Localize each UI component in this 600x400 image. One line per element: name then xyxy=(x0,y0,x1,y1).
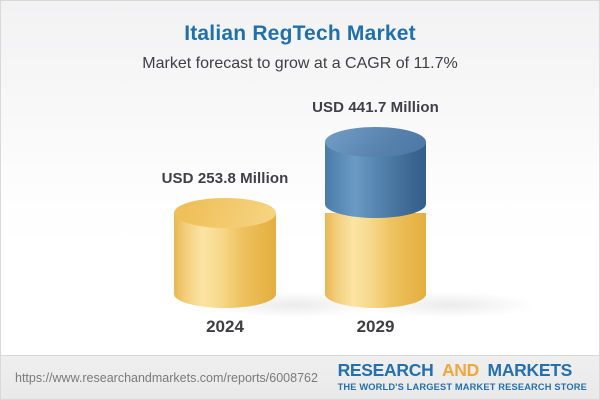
chart-subtitle: Market forecast to grow at a CAGR of 11.… xyxy=(142,55,458,72)
source-url: https://www.researchandmarkets.com/repor… xyxy=(15,370,318,385)
x-tick-2029: 2029 xyxy=(356,317,395,336)
bar-2024-body xyxy=(174,213,276,308)
chart-header: Italian RegTech Market Market forecast t… xyxy=(1,22,599,73)
logo-word-and: AND xyxy=(441,360,479,380)
brand-logo: RESEARCH AND MARKETS THE WORLD'S LARGEST… xyxy=(338,360,587,392)
brand-logo-wordmark: RESEARCH AND MARKETS xyxy=(338,360,587,381)
x-tick-2024: 2024 xyxy=(206,317,244,336)
bar-2029-base-segment xyxy=(325,213,426,308)
logo-word-research: RESEARCH xyxy=(337,360,434,380)
footer-bar: https://www.researchandmarkets.com/repor… xyxy=(1,355,599,399)
bar-2029-top xyxy=(325,127,426,157)
brand-logo-tagline: THE WORLD'S LARGEST MARKET RESEARCH STOR… xyxy=(337,382,587,392)
bar-2024-top xyxy=(174,198,276,228)
chart-title: Italian RegTech Market xyxy=(184,22,416,45)
value-label-2029: USD 441.7 Million xyxy=(312,99,439,116)
logo-word-markets: MARKETS xyxy=(487,360,573,380)
value-label-2024: USD 253.8 Million xyxy=(161,170,289,187)
